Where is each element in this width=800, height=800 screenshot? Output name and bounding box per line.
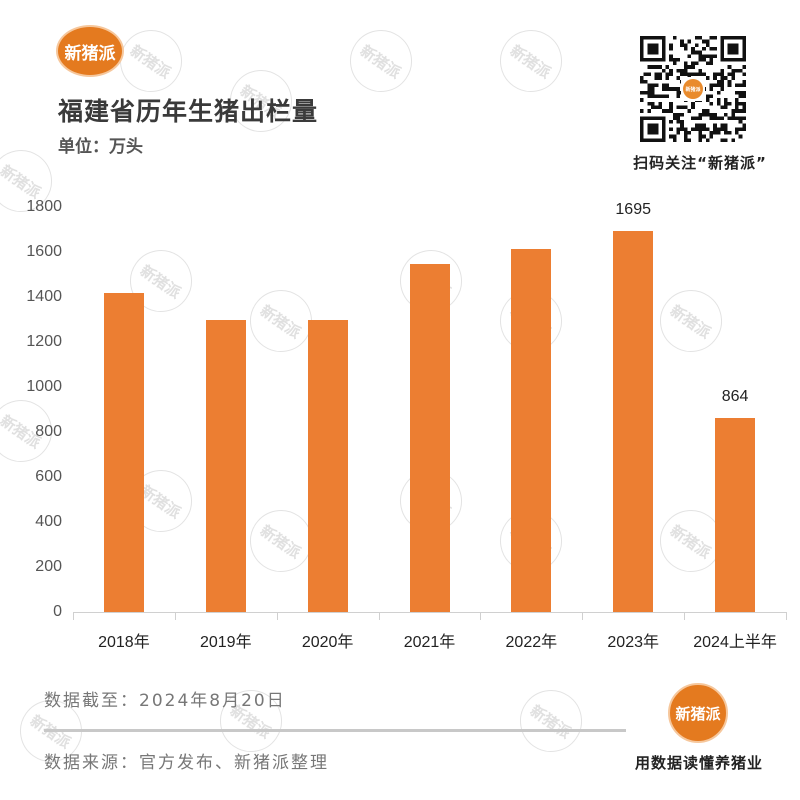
bar-value-label: 864 bbox=[721, 387, 749, 405]
bar bbox=[103, 292, 144, 612]
x-tick-mark bbox=[73, 612, 74, 620]
bar bbox=[205, 319, 246, 612]
x-category-label: 2021年 bbox=[403, 634, 456, 651]
footer-brand-logo: 新猪派 bbox=[668, 683, 728, 743]
y-tick-label: 1200 bbox=[26, 333, 62, 350]
x-category-label: 2022年 bbox=[505, 634, 558, 651]
x-tick-mark bbox=[684, 612, 686, 620]
y-tick-label: 1400 bbox=[26, 288, 62, 305]
x-tick-mark bbox=[378, 612, 380, 620]
qr-center-logo: 新猪派 bbox=[681, 77, 705, 101]
qr-code-icon bbox=[640, 36, 746, 142]
x-tick-mark bbox=[276, 612, 278, 620]
x-category-label: 2019年 bbox=[199, 634, 252, 651]
watermark-stamp: 新猪派 bbox=[507, 677, 595, 765]
bar bbox=[511, 249, 552, 612]
qr-caption: 扫码关注“新猪派” bbox=[633, 154, 767, 172]
x-tick-mark bbox=[786, 612, 787, 620]
qr-center-text: 新猪派 bbox=[683, 79, 703, 99]
x-tick-mark bbox=[480, 612, 482, 620]
x-tick-mark bbox=[582, 612, 584, 620]
slogan: 用数据读懂养猪业 bbox=[634, 754, 763, 772]
unit-label: 单位：万头 bbox=[58, 137, 143, 157]
chart-title: 福建省历年生猪出栏量 bbox=[58, 97, 319, 126]
bar-value-label: 1695 bbox=[615, 200, 651, 218]
x-tick-mark bbox=[174, 612, 176, 620]
bar bbox=[613, 230, 654, 612]
y-tick-label: 1600 bbox=[26, 243, 62, 260]
y-tick-label: 600 bbox=[35, 468, 62, 485]
bar-chart: 0 200 400 600 800 1000 1200 1400 1600 1800 2018年 20… bbox=[26, 198, 787, 651]
footer-divider bbox=[44, 729, 626, 732]
y-tick-label: 400 bbox=[35, 513, 62, 530]
bar bbox=[409, 263, 450, 612]
y-tick-label: 1800 bbox=[26, 198, 62, 215]
brand-logo-text: 新猪派 bbox=[64, 43, 116, 64]
y-tick-label: 1000 bbox=[26, 378, 62, 395]
x-category-label: 2023年 bbox=[607, 634, 659, 651]
y-tick-label: 0 bbox=[53, 603, 62, 620]
data-source: 数据来源：官方发布、新猪派整理 bbox=[44, 753, 329, 773]
bar bbox=[307, 319, 348, 612]
x-category-label: 2020年 bbox=[301, 634, 354, 651]
data-date: 数据截至：2024年8月20日 bbox=[44, 691, 286, 711]
qr-code[interactable]: 新猪派 bbox=[640, 36, 746, 142]
y-tick-label: 800 bbox=[35, 423, 62, 440]
x-axis-line bbox=[73, 612, 786, 613]
y-tick-label: 200 bbox=[35, 558, 62, 575]
x-category-label: 2024上半年 bbox=[693, 634, 777, 651]
x-category-label: 2018年 bbox=[98, 634, 150, 651]
brand-logo: 新猪派 bbox=[56, 25, 124, 77]
footer-logo-text: 新猪派 bbox=[675, 704, 721, 723]
bar bbox=[715, 417, 756, 612]
